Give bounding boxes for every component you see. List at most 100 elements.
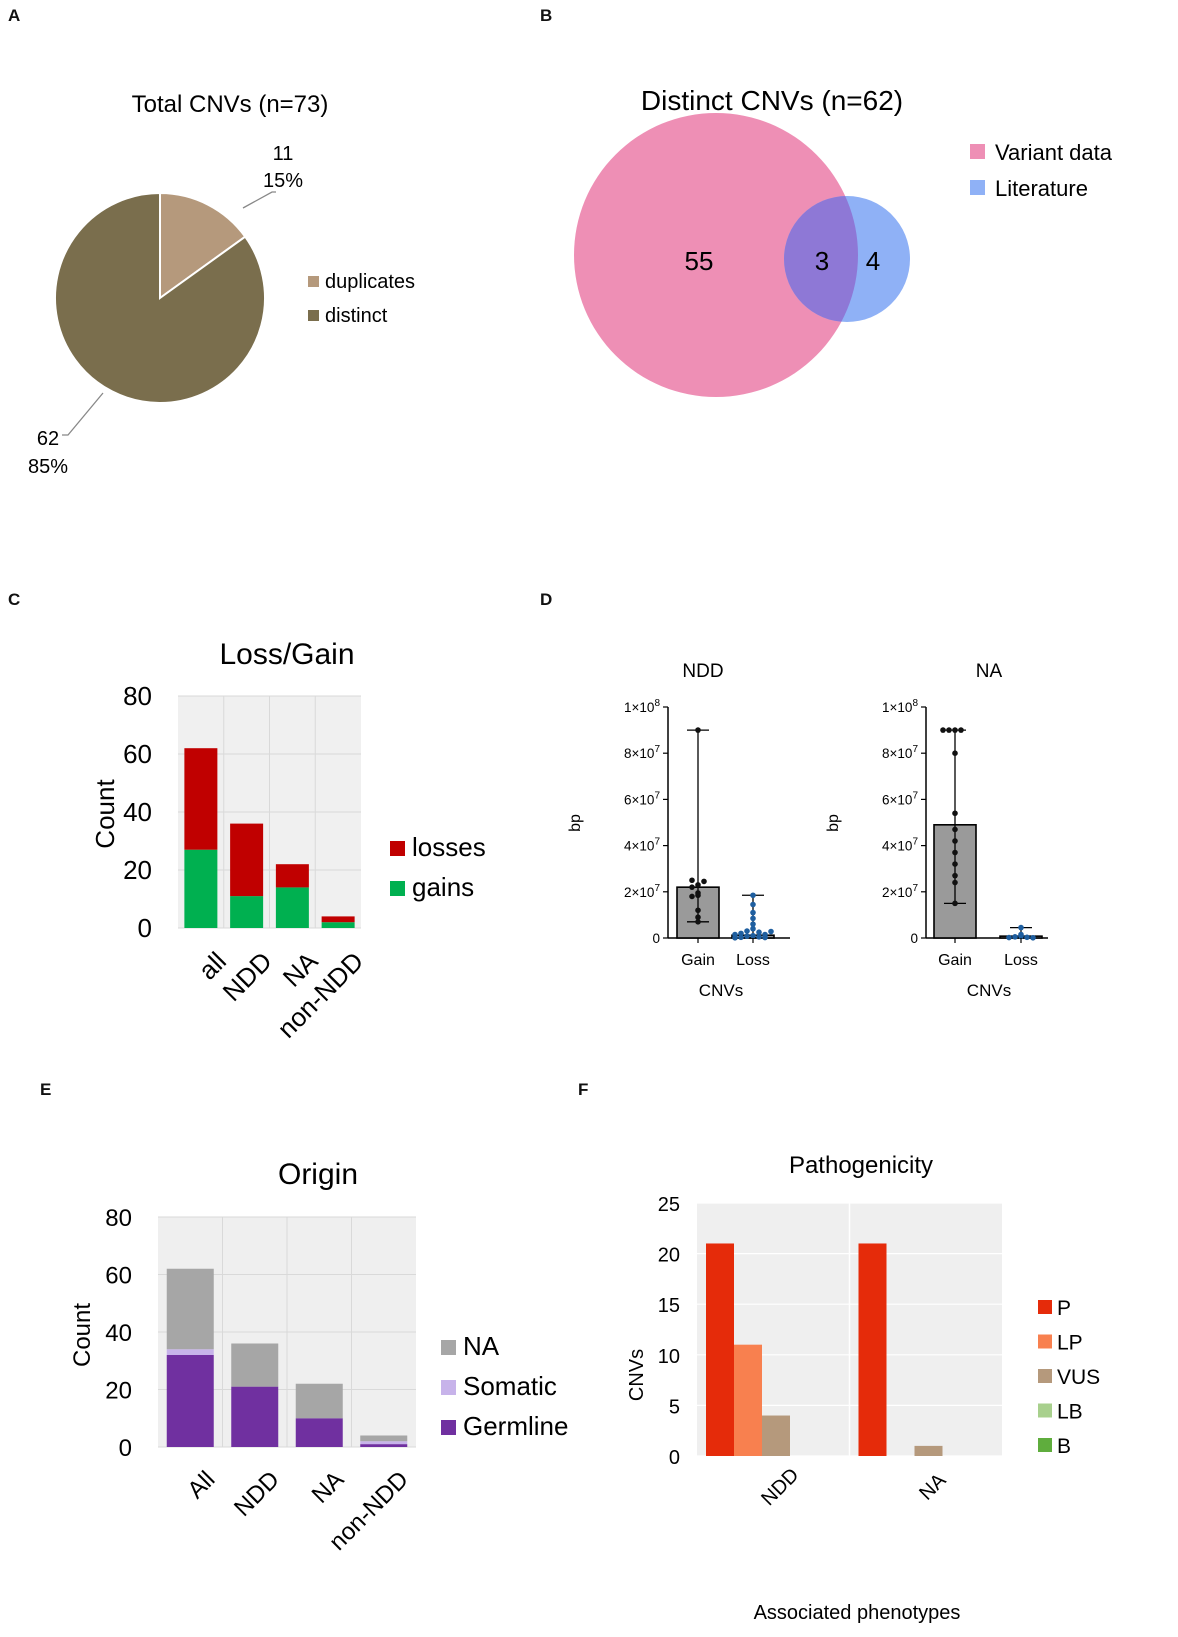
- data-point-ndd-gain: [695, 882, 701, 888]
- y-tick-exponent: 7: [654, 744, 660, 755]
- bar-losses-all: [184, 748, 218, 850]
- panel-label-d: D: [540, 590, 553, 609]
- y-tick-mantissa: 1×10: [882, 700, 912, 715]
- y-tick-mantissa: 4×10: [624, 839, 654, 854]
- bar-germline-na: [295, 1418, 343, 1447]
- bar-somatic-all: [166, 1349, 214, 1355]
- y-tick-label: 20: [123, 855, 152, 885]
- legend-label-lb: LB: [1057, 1401, 1083, 1424]
- data-point-ndd-loss: [756, 929, 762, 936]
- y-tick-mantissa: 4×10: [882, 839, 912, 854]
- bar-germline-ndd: [231, 1386, 279, 1447]
- venn-title: Distinct CNVs (n=62): [641, 85, 903, 116]
- y-tick-exponent: 7: [912, 744, 918, 755]
- chart-title: Pathogenicity: [789, 1152, 933, 1179]
- data-point-na-gain: [952, 900, 958, 907]
- x-axis-label-na: CNVs: [967, 981, 1011, 1000]
- data-point-ndd-gain: [689, 884, 695, 890]
- y-tick-exponent: 7: [654, 790, 660, 801]
- legend-label-variant-data: Variant data: [995, 140, 1113, 165]
- bar-na-ndd: [231, 1343, 279, 1387]
- data-point-ndd-loss: [750, 925, 756, 932]
- x-tick-label-na-gain: Gain: [938, 952, 972, 969]
- pie-title: Total CNVs (n=73): [132, 91, 329, 118]
- legend-label-duplicates: duplicates: [325, 271, 415, 293]
- data-point-na-gain: [952, 879, 958, 886]
- subplot-title-ndd: NDD: [682, 661, 723, 682]
- data-point-ndd-loss: [732, 931, 738, 938]
- data-point-ndd-loss: [768, 928, 774, 935]
- bar-na-non-ndd: [360, 1435, 408, 1442]
- legend-swatch-losses: [390, 841, 405, 856]
- data-point-na-gain: [940, 727, 946, 733]
- legend-label-gains: gains: [412, 872, 474, 902]
- legend-swatch-b: [1038, 1438, 1052, 1452]
- bar-somatic-non-ndd: [360, 1441, 408, 1445]
- chart-title: Loss/Gain: [219, 638, 354, 671]
- y-tick-label-na: 1×108: [882, 698, 918, 715]
- pie-leader-distinct: [62, 392, 104, 436]
- y-tick-label: 0: [119, 1435, 132, 1462]
- pie-percent-duplicates: 15%: [263, 170, 303, 192]
- y-tick-label-ndd: 1×108: [624, 698, 660, 715]
- pie-percent-distinct: 85%: [28, 456, 68, 478]
- data-point-ndd-gain: [695, 727, 701, 733]
- bar-lp-ndd: [734, 1344, 762, 1456]
- y-axis-label-ndd: bp: [567, 814, 584, 832]
- x-tick-label-na: NA: [915, 1469, 951, 1505]
- y-tick-label: 0: [138, 913, 152, 943]
- legend-label-distinct: distinct: [325, 305, 388, 327]
- data-point-ndd-loss: [750, 921, 756, 927]
- data-point-na-gain: [952, 861, 958, 867]
- data-point-ndd-loss: [762, 934, 768, 941]
- y-tick-label-ndd: 8×107: [624, 744, 660, 761]
- data-point-ndd-gain: [695, 892, 701, 899]
- legend-swatch-germline: [441, 1420, 456, 1435]
- bar-na-na: [295, 1383, 343, 1419]
- data-point-ndd-loss: [738, 934, 744, 941]
- data-point-na-gain: [952, 810, 958, 817]
- y-tick-mantissa: 2×10: [624, 885, 654, 900]
- legend-label-na: NA: [463, 1331, 500, 1361]
- y-tick-exponent: 7: [912, 837, 918, 848]
- bar-germline-non-ndd: [360, 1444, 408, 1447]
- y-tick-mantissa: 8×10: [882, 746, 912, 761]
- data-point-na-loss: [1012, 934, 1018, 940]
- legend-swatch-lp: [1038, 1334, 1052, 1349]
- bar-na-all: [166, 1268, 214, 1350]
- data-point-na-gain: [946, 727, 952, 733]
- legend-label-b: B: [1057, 1435, 1071, 1458]
- x-axis-label: Associated phenotypes: [754, 1602, 961, 1624]
- y-tick-label: 20: [658, 1245, 680, 1267]
- y-tick-mantissa: 2×10: [882, 885, 912, 900]
- data-point-na-gain: [952, 838, 958, 844]
- data-point-na-loss: [1006, 934, 1012, 941]
- legend-swatch-lb: [1038, 1403, 1052, 1418]
- y-axis-label: CNVs: [626, 1349, 648, 1401]
- y-tick-label-ndd: 6×107: [624, 790, 660, 807]
- y-tick-mantissa: 0: [910, 931, 918, 946]
- pie-slice-duplicates: [159, 191, 247, 300]
- x-tick-label-non-ndd: non-NDD: [271, 946, 369, 1044]
- x-axis-label-ndd: CNVs: [699, 981, 743, 1000]
- data-point-ndd-loss: [750, 909, 756, 916]
- data-point-ndd-loss: [744, 928, 750, 934]
- y-tick-mantissa: 0: [652, 931, 660, 946]
- venn-count-overlap: 3: [815, 246, 829, 276]
- panel-label-c: C: [8, 590, 21, 609]
- bar-gains-non-ndd: [321, 922, 355, 928]
- legend-label-vus: VUS: [1057, 1366, 1100, 1389]
- venn-overlap: [784, 196, 858, 322]
- bar-p-na: [858, 1243, 887, 1456]
- y-tick-label: 60: [105, 1263, 132, 1290]
- y-tick-exponent: 7: [912, 883, 918, 894]
- y-axis-label: Count: [90, 779, 120, 849]
- legend-label-losses: losses: [412, 832, 486, 862]
- y-tick-label: 80: [123, 681, 152, 711]
- legend-label-lp: LP: [1057, 1332, 1083, 1355]
- x-tick-label-na-loss: Loss: [1004, 952, 1038, 969]
- y-tick-exponent: 7: [654, 837, 660, 848]
- y-tick-label: 5: [669, 1396, 680, 1418]
- y-tick-label: 60: [123, 739, 152, 769]
